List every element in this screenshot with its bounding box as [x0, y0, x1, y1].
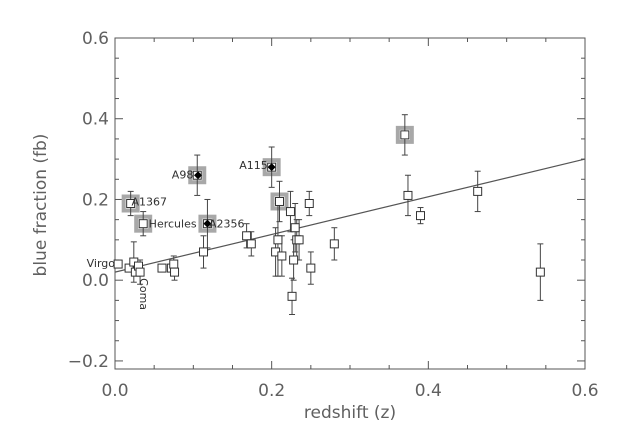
data-point [275, 196, 284, 206]
point-annotations: A1367 Hercules A98 A2356 A115 Virgo Coma [87, 159, 268, 310]
data-point [277, 251, 287, 261]
point-label: Hercules [149, 218, 197, 231]
trend-line [114, 158, 586, 273]
y-tick-label: 0.6 [82, 29, 109, 49]
y-tick-label: 0.4 [82, 110, 109, 130]
data-point [294, 235, 304, 245]
error-bars [127, 114, 544, 316]
x-tick-label: 0.6 [571, 381, 598, 401]
x-tick-label: 0.0 [101, 381, 128, 401]
x-tick-label: 0.4 [415, 381, 442, 401]
data-point [273, 235, 283, 245]
data-point [306, 263, 316, 273]
point-label: A98 [172, 168, 194, 181]
data-point [126, 199, 136, 208]
data-point [416, 211, 425, 221]
data-point [289, 255, 299, 265]
point-label: A2356 [209, 218, 245, 231]
data-point [285, 207, 295, 217]
data-point [473, 186, 483, 196]
data-point [242, 231, 252, 241]
data-point [138, 219, 148, 229]
data-point [535, 267, 545, 277]
x-tick-label: 0.2 [258, 381, 285, 401]
filled-diamond [194, 171, 203, 180]
data-point [329, 239, 339, 249]
filled-diamond [203, 219, 212, 228]
data-point [199, 247, 209, 257]
point-label: A115 [239, 159, 268, 172]
data-point [287, 291, 297, 301]
point-label-rotated: Coma [137, 278, 150, 310]
x-axis-ticks: 0.0 0.2 0.4 0.6 [101, 38, 599, 401]
data-point [400, 130, 410, 140]
point-label: A1367 [131, 195, 167, 208]
highlight-boxes [121, 125, 414, 233]
data-point [290, 223, 300, 233]
y-tick-label: 0.0 [82, 271, 109, 291]
filled-diamond [267, 163, 276, 172]
data-point [246, 239, 256, 249]
data-point [170, 267, 180, 277]
data-point [403, 190, 413, 200]
plot-frame [114, 37, 586, 370]
y-axis-title: blue fraction (fb) [31, 134, 51, 277]
y-tick-label: −0.2 [68, 352, 109, 372]
y-tick-label: 0.2 [82, 190, 109, 210]
y-axis-ticks: −0.2 0.0 0.2 0.4 0.6 [68, 29, 585, 372]
data-points [113, 130, 545, 301]
data-point [157, 263, 167, 273]
point-label: Virgo [87, 257, 116, 270]
filled-diamonds [194, 163, 276, 228]
data-point [113, 259, 123, 269]
data-point [169, 259, 179, 269]
data-point [304, 199, 314, 208]
x-axis-title: redshift (z) [304, 403, 396, 423]
data-point [135, 267, 145, 277]
